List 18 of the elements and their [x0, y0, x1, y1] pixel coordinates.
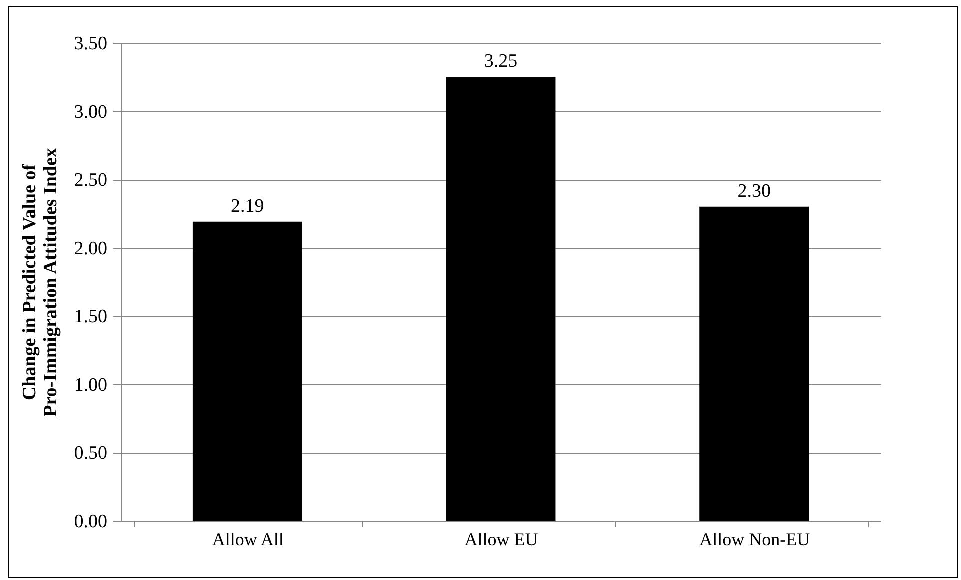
- y-tick-label: 0.00: [74, 512, 108, 532]
- x-tick-label: Allow EU: [464, 530, 538, 550]
- y-tick-label: 2.50: [74, 170, 108, 192]
- data-label: 3.25: [484, 51, 518, 72]
- bar: [192, 222, 302, 521]
- y-tick-label: 1.50: [74, 306, 108, 328]
- data-label: 2.30: [738, 180, 771, 202]
- y-tick-label: 3.00: [74, 102, 108, 123]
- data-label: 2.19: [231, 196, 264, 217]
- y-tick-label: 2.00: [74, 238, 108, 260]
- bar: [446, 77, 556, 521]
- y-tick-label: 0.50: [74, 443, 108, 464]
- bar: [700, 206, 810, 521]
- y-axis-title: Change in Predicted Value of Pro-Immigration Attitudes Index: [19, 148, 62, 417]
- x-tick-label: Allow Non-EU: [700, 530, 810, 550]
- x-tick-label: Allow All: [212, 530, 284, 550]
- y-tick-label: 1.00: [74, 374, 108, 396]
- y-tick-label: 3.50: [74, 34, 108, 54]
